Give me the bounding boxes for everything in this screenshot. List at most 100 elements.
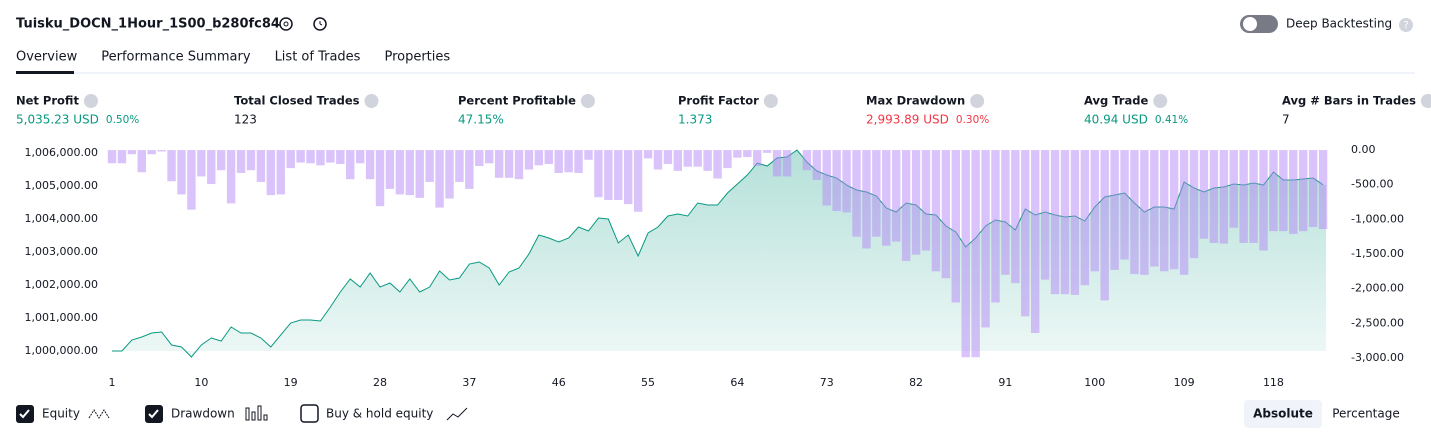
drawdown-bar: [1189, 150, 1199, 259]
x-tick-label: 37: [462, 376, 476, 389]
stat-value: 123: [234, 113, 257, 127]
drawdown-checkbox[interactable]: [145, 405, 163, 423]
x-tick-label: 100: [1084, 376, 1105, 389]
drawdown-bar: [445, 150, 454, 199]
drawdown-bar: [236, 150, 246, 173]
x-tick-label: 55: [641, 376, 655, 389]
stat-percent: 0.41%: [1155, 114, 1188, 126]
y2-tick-label: -3,000.00: [1351, 351, 1404, 364]
drawdown-bar: [246, 150, 256, 171]
y-tick-label: 1,005,000.00: [25, 179, 98, 192]
drawdown-bar: [1050, 150, 1060, 295]
y2-tick-label: -2,500.00: [1351, 316, 1404, 329]
drawdown-bar: [107, 150, 117, 164]
absolute-button-bg[interactable]: [1244, 400, 1322, 428]
drawdown-bar: [1150, 150, 1159, 267]
x-tick-label: 73: [820, 376, 834, 389]
tab[interactable]: Performance Summary: [101, 50, 251, 65]
info-icon[interactable]: [364, 94, 379, 108]
info-icon[interactable]: [580, 94, 595, 108]
stat-label: Total Closed Trades: [234, 94, 360, 108]
drawdown-bar: [743, 150, 752, 158]
percentage-button[interactable]: Percentage: [1332, 407, 1400, 421]
drawdown-bar: [1040, 150, 1050, 280]
drawdown-bar: [643, 150, 653, 159]
tab[interactable]: List of Trades: [275, 50, 361, 65]
drawdown-bar: [1030, 150, 1040, 333]
info-icon[interactable]: [970, 94, 985, 108]
alert-icon[interactable]: [313, 17, 327, 31]
drawdown-bar: [832, 150, 841, 212]
drawdown-bar: [961, 150, 970, 358]
drawdown-bar: [1229, 150, 1238, 228]
y-tick-label: 1,006,000.00: [25, 146, 98, 159]
info-icon[interactable]: [83, 94, 98, 108]
drawdown-bar: [1090, 150, 1099, 272]
drawdown-bar: [276, 150, 285, 195]
drawdown-bar: [494, 150, 504, 178]
x-tick-label: 118: [1263, 376, 1284, 389]
drawdown-bar: [604, 150, 613, 200]
drawdown-bar: [951, 150, 960, 303]
info-icon[interactable]: [1153, 94, 1168, 108]
equity-checkbox[interactable]: [16, 405, 34, 423]
stat-value: 7: [1282, 113, 1290, 127]
drawdown-bar: [1110, 150, 1119, 270]
drawdown-bar: [1021, 150, 1030, 317]
drawdown-bar: [1070, 150, 1080, 295]
y2-tick-label: -2,000.00: [1351, 282, 1404, 295]
stat-label: Percent Profitable: [458, 94, 576, 108]
drawdown-bar: [802, 150, 812, 171]
drawdown-bar: [355, 150, 365, 164]
stat-percent: 0.50%: [106, 114, 139, 126]
svg-text:?: ?: [1403, 20, 1408, 31]
drawdown-bar: [1219, 150, 1229, 244]
drawdown-bar: [703, 150, 712, 171]
drawdown-bar: [485, 150, 494, 164]
drawdown-bar: [1060, 150, 1070, 295]
drawdown-bar: [306, 150, 315, 164]
drawdown-bar: [127, 150, 137, 155]
y2-tick-label: -500.00: [1351, 178, 1393, 191]
tab-divider: [16, 72, 1415, 74]
drawdown-bar: [614, 150, 623, 200]
drawdown-bar: [872, 150, 881, 237]
toggle[interactable]: [1240, 15, 1278, 33]
drawdown-bar: [326, 150, 335, 163]
tab[interactable]: Overview: [16, 50, 78, 65]
drawdown-bar: [256, 150, 266, 182]
drawdown-bar: [623, 150, 633, 205]
buy-hold-icon: [446, 407, 468, 421]
drawdown-bar: [1289, 150, 1298, 234]
drawdown-bar: [346, 150, 355, 180]
drawdown-bar: [475, 150, 484, 167]
info-icon[interactable]: [763, 94, 778, 108]
buy-hold-label[interactable]: Buy & hold equity: [326, 407, 433, 421]
drawdown-bar: [1209, 150, 1219, 243]
drawdown-bar: [435, 150, 444, 208]
settings-icon[interactable]: [279, 17, 293, 31]
drawdown-bar: [544, 150, 553, 164]
drawdown-bar: [892, 150, 901, 242]
x-tick-label: 1: [109, 376, 116, 389]
equity-icon: [88, 409, 110, 419]
drawdown-bar: [911, 150, 921, 255]
absolute-button[interactable]: Absolute: [1253, 407, 1313, 421]
drawdown-bar: [822, 150, 831, 206]
drawdown-bar: [375, 150, 385, 207]
legend-equity[interactable]: Equity: [42, 407, 80, 421]
drawdown-bar: [514, 150, 524, 180]
legend-drawdown[interactable]: Drawdown: [171, 407, 235, 421]
drawdown-bar: [1169, 150, 1179, 270]
tab[interactable]: Properties: [384, 50, 450, 65]
drawdown-bar: [1239, 150, 1248, 243]
info-icon[interactable]: [1420, 94, 1431, 108]
drawdown-bar: [842, 150, 851, 213]
y-tick-label: 1,001,000.00: [25, 311, 98, 324]
drawdown-bar: [1259, 150, 1268, 251]
drawdown-bar: [405, 150, 415, 196]
help-icon[interactable]: ?: [1399, 18, 1413, 32]
stat-label: Net Profit: [16, 94, 79, 108]
buy-hold-checkbox[interactable]: [300, 404, 319, 423]
